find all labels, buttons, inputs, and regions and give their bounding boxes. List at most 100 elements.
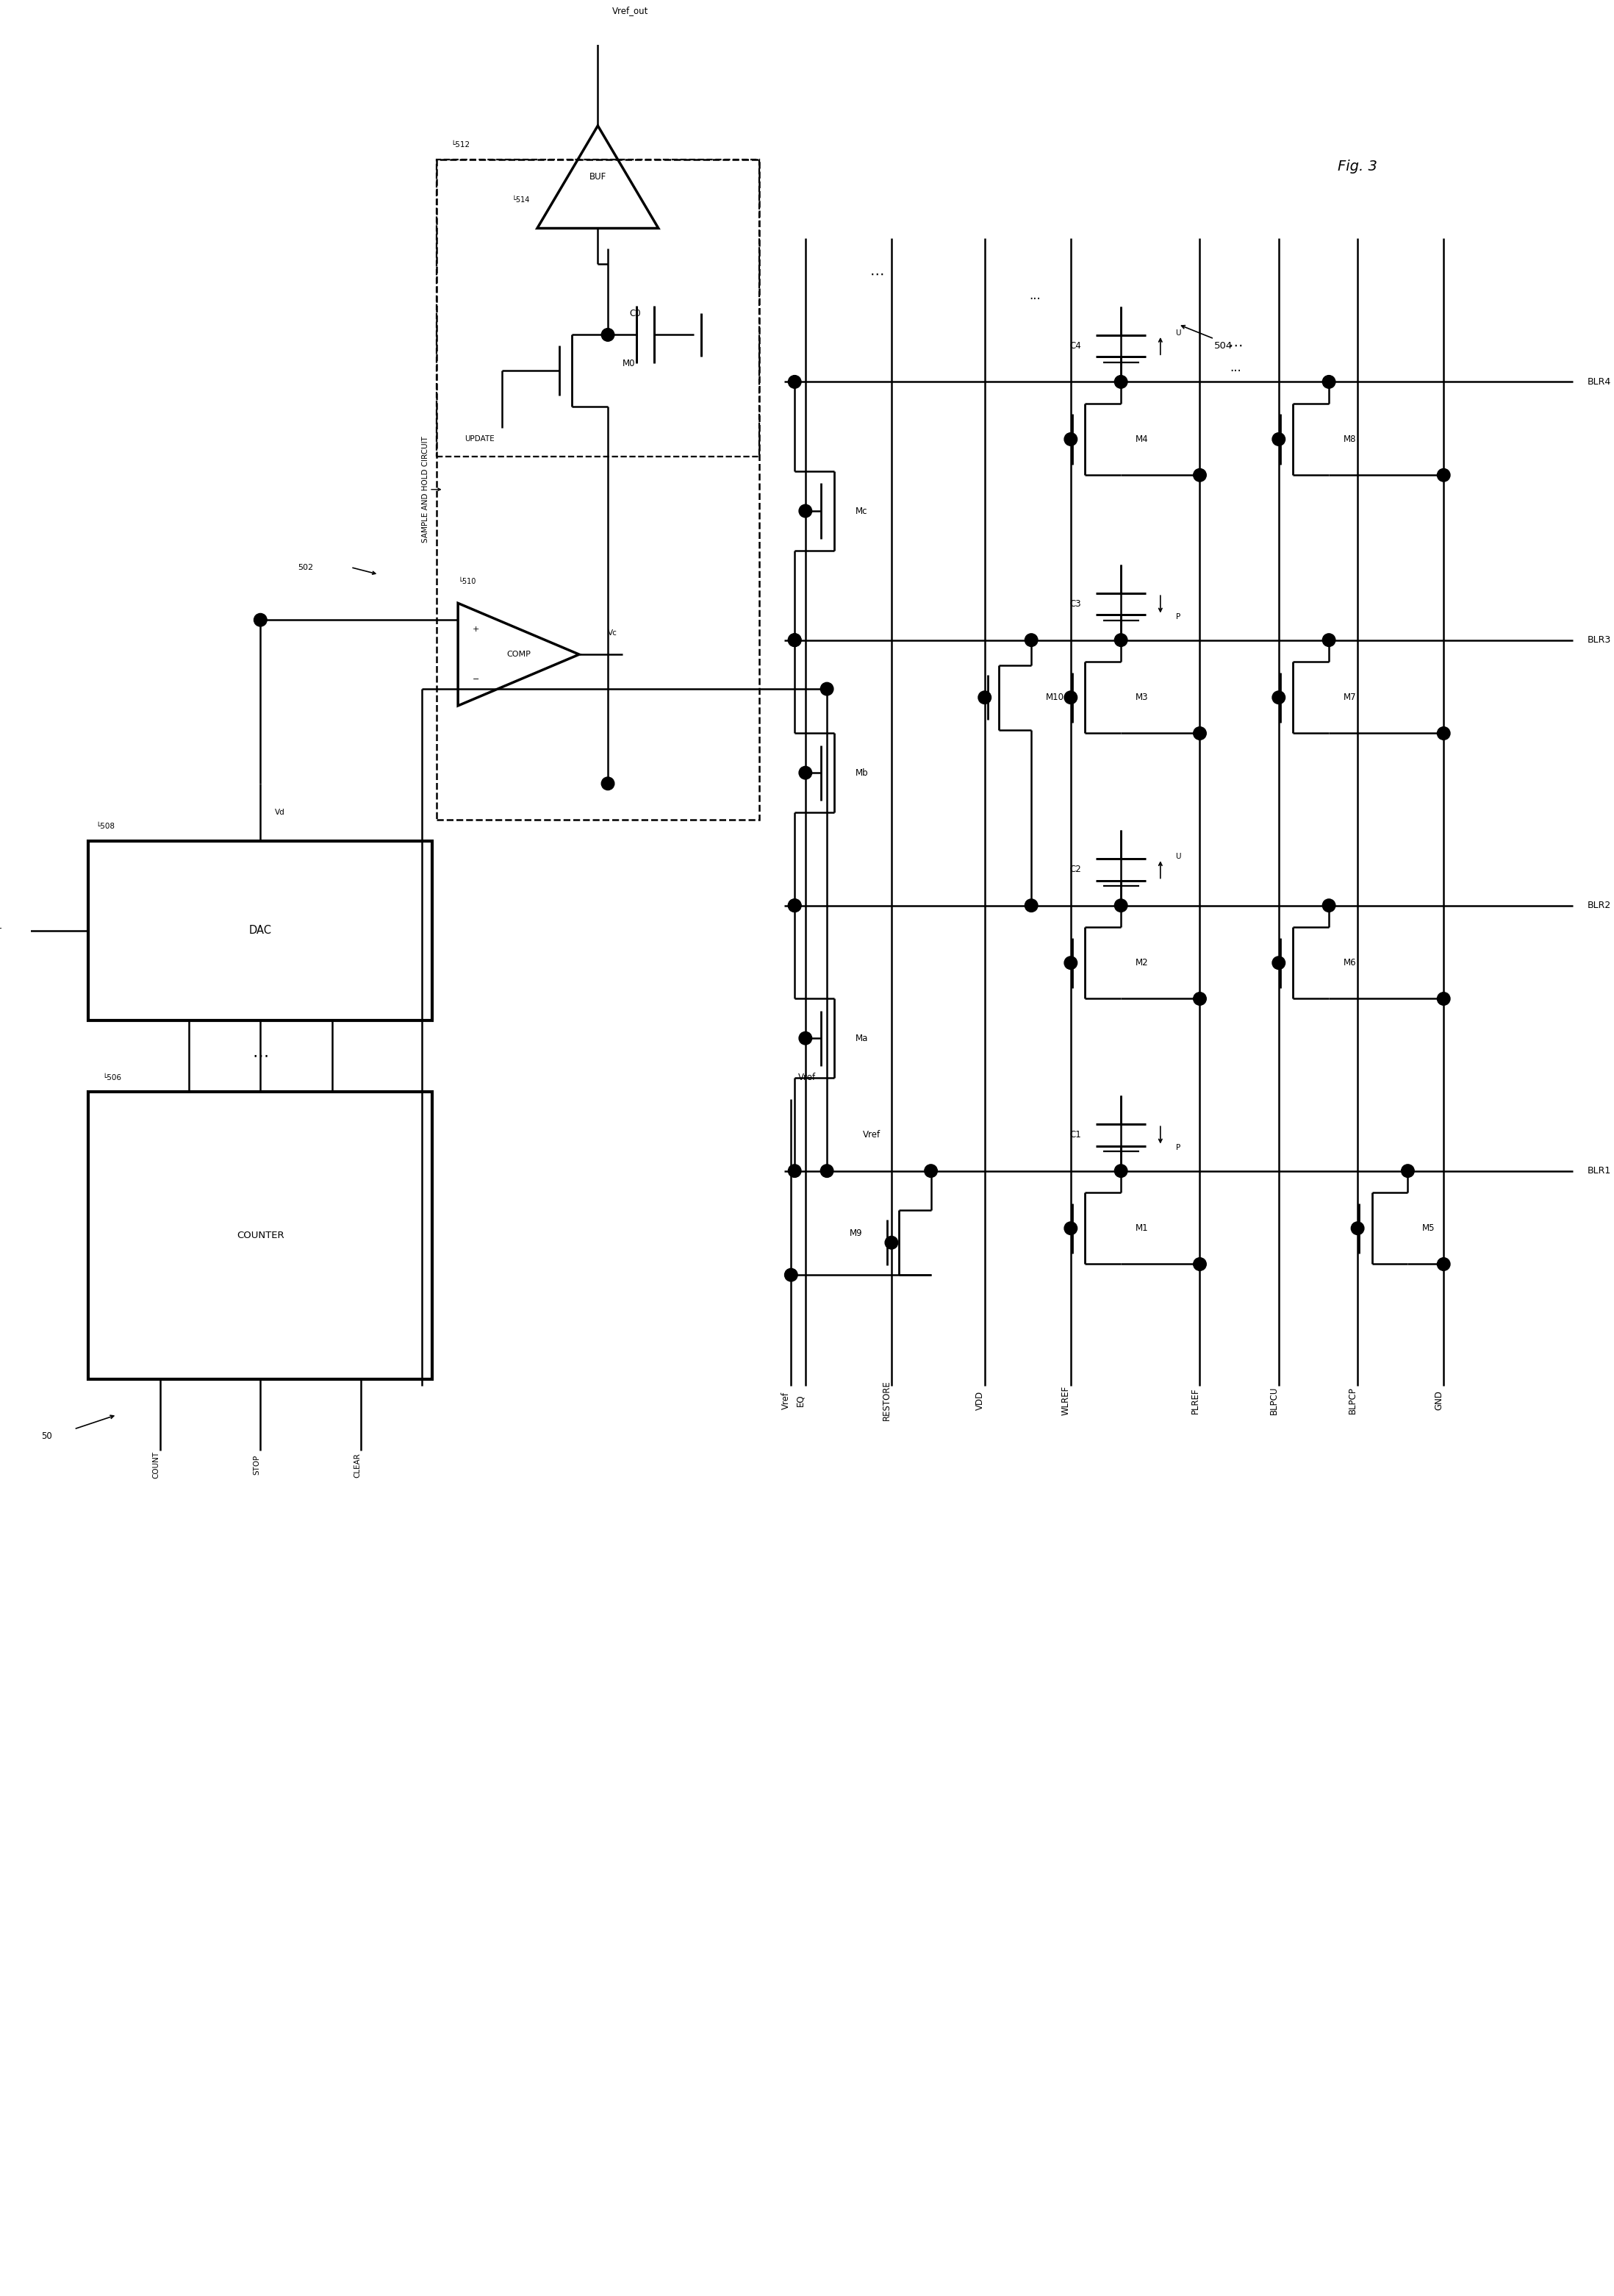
Text: M5: M5 bbox=[1422, 1224, 1435, 1233]
Text: +: + bbox=[473, 625, 479, 634]
Circle shape bbox=[1064, 1221, 1077, 1235]
Circle shape bbox=[1436, 1258, 1449, 1270]
Circle shape bbox=[1272, 957, 1285, 969]
Text: RESTORE: RESTORE bbox=[881, 1380, 891, 1421]
Text: M4: M4 bbox=[1135, 434, 1148, 443]
Text: U: U bbox=[1175, 854, 1181, 861]
Circle shape bbox=[820, 682, 833, 696]
Bar bbox=[89, 840, 433, 1019]
Circle shape bbox=[1351, 1221, 1364, 1235]
Bar bbox=[436, 158, 759, 457]
Text: M6: M6 bbox=[1343, 957, 1356, 967]
Circle shape bbox=[799, 1031, 812, 1045]
Circle shape bbox=[1025, 634, 1038, 647]
Circle shape bbox=[1436, 468, 1449, 482]
Bar bbox=[89, 1093, 433, 1380]
Text: ...: ... bbox=[1230, 360, 1241, 374]
Circle shape bbox=[788, 634, 801, 647]
Circle shape bbox=[1401, 1164, 1414, 1178]
Circle shape bbox=[820, 1164, 833, 1178]
Circle shape bbox=[1115, 374, 1128, 388]
Text: M8: M8 bbox=[1343, 434, 1356, 443]
Circle shape bbox=[788, 900, 801, 912]
Text: PLREF: PLREF bbox=[1190, 1387, 1199, 1414]
Circle shape bbox=[1064, 957, 1077, 969]
Text: Mb: Mb bbox=[855, 769, 868, 778]
Text: Vref_out: Vref_out bbox=[612, 7, 649, 16]
Circle shape bbox=[1064, 691, 1077, 705]
Text: C2: C2 bbox=[1070, 866, 1081, 875]
Circle shape bbox=[884, 1235, 897, 1249]
Text: P: P bbox=[1177, 613, 1180, 620]
Circle shape bbox=[1115, 1164, 1128, 1178]
Text: BLPCU: BLPCU bbox=[1269, 1387, 1278, 1414]
Circle shape bbox=[1322, 900, 1335, 912]
Text: ⋯: ⋯ bbox=[252, 1049, 268, 1063]
Circle shape bbox=[253, 613, 266, 627]
Circle shape bbox=[1272, 432, 1285, 445]
Circle shape bbox=[1025, 900, 1038, 912]
Text: STOP: STOP bbox=[253, 1456, 260, 1474]
Text: BLR2: BLR2 bbox=[1587, 900, 1611, 909]
Text: ...: ... bbox=[1030, 289, 1041, 303]
Text: BLPCP: BLPCP bbox=[1348, 1387, 1357, 1414]
Circle shape bbox=[788, 1164, 801, 1178]
Text: UPDATE: UPDATE bbox=[465, 436, 494, 443]
Circle shape bbox=[799, 505, 812, 517]
Text: 50: 50 bbox=[42, 1430, 52, 1442]
Text: GND: GND bbox=[1435, 1391, 1443, 1410]
Text: 502: 502 bbox=[299, 563, 313, 572]
Circle shape bbox=[788, 634, 801, 647]
Text: C0: C0 bbox=[629, 308, 641, 319]
Text: Vref: Vref bbox=[799, 1072, 817, 1081]
Text: BLR4: BLR4 bbox=[1587, 377, 1611, 386]
Circle shape bbox=[788, 374, 801, 388]
Text: ⋯: ⋯ bbox=[1228, 340, 1243, 354]
Circle shape bbox=[602, 328, 615, 342]
Text: Vr: Vr bbox=[0, 925, 2, 934]
Circle shape bbox=[978, 691, 991, 705]
Text: C1: C1 bbox=[1070, 1130, 1081, 1139]
Circle shape bbox=[1115, 634, 1128, 647]
Circle shape bbox=[1272, 691, 1285, 705]
Text: └514: └514 bbox=[512, 197, 529, 204]
Text: └506: └506 bbox=[103, 1075, 121, 1081]
Circle shape bbox=[1115, 900, 1128, 912]
Text: M1: M1 bbox=[1135, 1224, 1148, 1233]
Text: └508: └508 bbox=[95, 822, 115, 831]
Text: −: − bbox=[473, 675, 479, 684]
Text: M3: M3 bbox=[1135, 693, 1148, 703]
Bar bbox=[436, 158, 759, 820]
Text: WLREF: WLREF bbox=[1060, 1387, 1070, 1414]
Text: DAC: DAC bbox=[249, 925, 271, 937]
Circle shape bbox=[1064, 432, 1077, 445]
Text: Vc: Vc bbox=[608, 629, 617, 636]
Text: BLR3: BLR3 bbox=[1587, 636, 1611, 645]
Text: M9: M9 bbox=[851, 1228, 863, 1238]
Circle shape bbox=[1436, 728, 1449, 739]
Circle shape bbox=[602, 776, 615, 790]
Text: M0: M0 bbox=[621, 358, 634, 367]
Circle shape bbox=[1193, 992, 1206, 1006]
Text: Ma: Ma bbox=[855, 1033, 868, 1042]
Text: M10: M10 bbox=[1046, 693, 1064, 703]
Text: COUNT: COUNT bbox=[153, 1451, 160, 1479]
Circle shape bbox=[1322, 634, 1335, 647]
Text: BLR1: BLR1 bbox=[1587, 1166, 1611, 1176]
Text: U: U bbox=[1175, 328, 1181, 338]
Text: Fig. 3: Fig. 3 bbox=[1338, 161, 1377, 174]
Text: COMP: COMP bbox=[507, 650, 531, 659]
Text: C4: C4 bbox=[1070, 342, 1081, 351]
Text: COUNTER: COUNTER bbox=[237, 1231, 284, 1240]
Text: VDD: VDD bbox=[975, 1391, 985, 1410]
Circle shape bbox=[925, 1164, 938, 1178]
Text: Vd: Vd bbox=[274, 808, 284, 815]
Text: └510: └510 bbox=[458, 579, 476, 585]
Text: SAMPLE AND HOLD CIRCUIT: SAMPLE AND HOLD CIRCUIT bbox=[421, 436, 429, 542]
Circle shape bbox=[1322, 374, 1335, 388]
Text: M2: M2 bbox=[1135, 957, 1148, 967]
Text: P: P bbox=[1177, 1143, 1180, 1153]
Text: C3: C3 bbox=[1070, 599, 1081, 608]
Circle shape bbox=[799, 767, 812, 778]
Text: CLEAR: CLEAR bbox=[353, 1453, 362, 1476]
